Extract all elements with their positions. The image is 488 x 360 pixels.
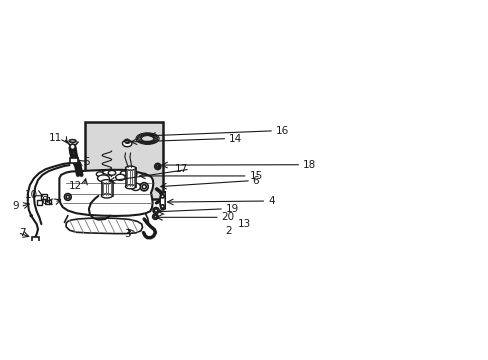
Text: 18: 18 <box>303 160 316 170</box>
Bar <box>85 122 163 199</box>
Bar <box>32 237 39 242</box>
Ellipse shape <box>120 171 127 175</box>
Text: 7: 7 <box>20 228 26 238</box>
Text: 6: 6 <box>252 176 259 186</box>
Text: 19: 19 <box>225 204 238 214</box>
Ellipse shape <box>96 172 103 177</box>
Circle shape <box>154 209 158 212</box>
Bar <box>69 158 78 163</box>
Text: 20: 20 <box>221 212 234 222</box>
Text: 14: 14 <box>228 134 242 144</box>
Ellipse shape <box>97 175 109 182</box>
Bar <box>125 168 136 187</box>
Circle shape <box>153 207 159 213</box>
Ellipse shape <box>116 174 125 180</box>
Text: 1: 1 <box>46 197 53 207</box>
Ellipse shape <box>131 172 137 176</box>
Circle shape <box>142 185 146 189</box>
Text: 16: 16 <box>275 126 288 136</box>
Bar <box>102 182 112 196</box>
Ellipse shape <box>125 166 136 170</box>
Ellipse shape <box>108 171 116 175</box>
Circle shape <box>140 183 148 191</box>
Circle shape <box>154 163 161 170</box>
Text: 5: 5 <box>83 157 90 167</box>
Text: 12: 12 <box>69 181 82 191</box>
Ellipse shape <box>101 194 112 198</box>
Circle shape <box>152 214 158 219</box>
Bar <box>45 200 51 204</box>
Circle shape <box>154 215 157 218</box>
Text: 17: 17 <box>175 164 188 174</box>
Circle shape <box>30 215 32 217</box>
Ellipse shape <box>125 185 136 189</box>
Circle shape <box>70 144 75 149</box>
Text: 4: 4 <box>267 196 274 206</box>
Circle shape <box>64 194 71 201</box>
Bar <box>41 194 47 199</box>
Bar <box>37 201 42 205</box>
Text: 11: 11 <box>49 133 62 143</box>
Text: 15: 15 <box>249 171 262 181</box>
Text: 9: 9 <box>12 202 19 211</box>
Circle shape <box>66 195 69 199</box>
Ellipse shape <box>131 183 140 190</box>
Circle shape <box>161 205 164 208</box>
Text: 8: 8 <box>41 196 47 206</box>
Circle shape <box>161 195 164 198</box>
Polygon shape <box>59 170 153 216</box>
Polygon shape <box>160 192 165 210</box>
Text: 3: 3 <box>124 229 130 239</box>
Circle shape <box>156 165 159 168</box>
Ellipse shape <box>101 180 112 184</box>
Ellipse shape <box>122 140 132 147</box>
Text: 2: 2 <box>225 226 232 236</box>
Ellipse shape <box>69 140 76 142</box>
Text: 13: 13 <box>237 219 250 229</box>
Polygon shape <box>66 218 142 234</box>
Text: 10: 10 <box>25 190 38 199</box>
